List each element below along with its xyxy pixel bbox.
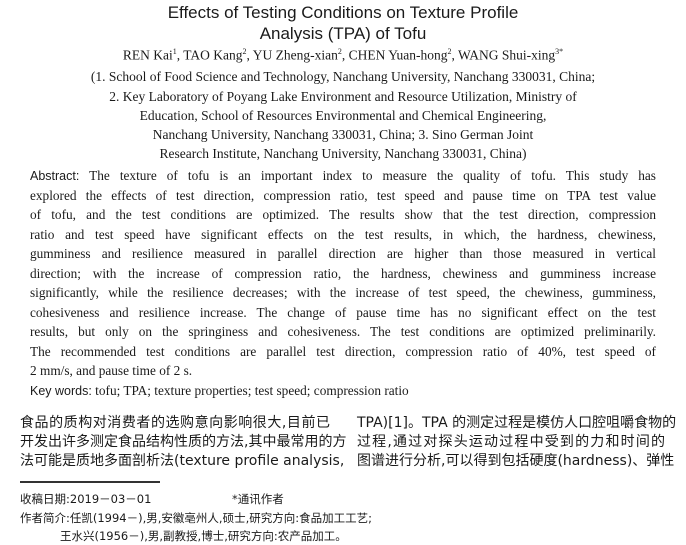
author-affil-mark: 2 (242, 47, 247, 56)
author: TAO Kang (183, 47, 243, 63)
author: REN Kai (122, 47, 173, 63)
affiliation-line: Education, School of Resources Environme… (139, 108, 547, 123)
title-line-2: Analysis (TPA) of Tofu (259, 24, 427, 43)
affiliation-line: 2. Key Laboratory of Poyang Lake Environ… (109, 89, 577, 104)
affiliation-line: (1. School of Food Science and Technolog… (90, 69, 596, 84)
author-bio: 作者简介:任凯(1994－),男,安徽亳州人,硕士,研究方向:食品加工工艺; (20, 511, 372, 525)
received-date: 收稿日期:2019－03－01 (20, 492, 152, 506)
body-line: 法可能是质地多面剖析法(texture profile analysis, (20, 453, 345, 469)
abstract-line: results, but only on the springiness and… (30, 324, 656, 339)
abstract-line: direction; with the increase of compress… (30, 266, 656, 281)
author-affil-mark: 2 (447, 47, 452, 56)
author-affil-mark: 2 (337, 47, 342, 56)
abstract-line: significantly, while the resilience decr… (30, 285, 656, 300)
body-line: 过程,通过对探头运动过程中受到的力和时间的 (357, 434, 665, 450)
author-list: REN Kai1, TAO Kang2, YU Zheng-xian2, CHE… (122, 47, 564, 63)
footnote-divider (20, 481, 160, 483)
corresponding-author-note: *通讯作者 (232, 492, 284, 506)
abstract-line: explored the effects of test direction, … (30, 188, 656, 203)
abstract-line: 2 mm/s, and pause time of 2 s. (30, 363, 193, 378)
author: WANG Shui-xing (458, 47, 556, 63)
body-line: TPA)[1]。TPA 的测定过程是模仿人口腔咀嚼食物的 (357, 415, 677, 431)
affiliation-line: Nanchang University, Nanchang 330031, Ch… (152, 127, 534, 142)
title-line-1: Effects of Testing Conditions on Texture… (167, 3, 519, 22)
keywords-label: Key words: (30, 384, 92, 398)
author: YU Zheng-xian (252, 47, 338, 63)
author: CHEN Yuan-hong (348, 47, 448, 63)
abstract-line: Abstract: The texture of tofu is an impo… (30, 169, 656, 183)
body-line: 食品的质构对消费者的选购意向影响很大,目前已 (20, 415, 330, 431)
abstract-line: The recommended test conditions are para… (30, 344, 656, 359)
author-bio: 王水兴(1956－),男,副教授,博士,研究方向:农产品加工。 (60, 529, 347, 543)
body-line: 图谱进行分析,可以得到包括硬度(hardness)、弹性 (357, 453, 675, 469)
abstract-text: The texture of tofu is an important inde… (89, 168, 656, 183)
keywords-text: tofu; TPA; texture properties; test spee… (95, 383, 409, 398)
abstract-line: gumminess and resilience measured in par… (30, 246, 656, 261)
abstract-line: ratio and test speed have significant ef… (30, 227, 656, 242)
author-affil-mark: 3* (555, 47, 564, 56)
abstract-label: Abstract: (30, 169, 80, 183)
author-affil-mark: 1 (172, 47, 177, 56)
abstract-line: cohesiveness and resilience increase. Th… (30, 305, 656, 320)
keywords-line: Key words: tofu; TPA; texture properties… (30, 384, 656, 398)
abstract-line: of tofu, and the test conditions are opt… (30, 207, 656, 222)
body-line: 开发出许多测定食品结构性质的方法,其中最常用的方 (20, 434, 347, 450)
affiliation-line: Research Institute, Nanchang University,… (159, 146, 527, 161)
